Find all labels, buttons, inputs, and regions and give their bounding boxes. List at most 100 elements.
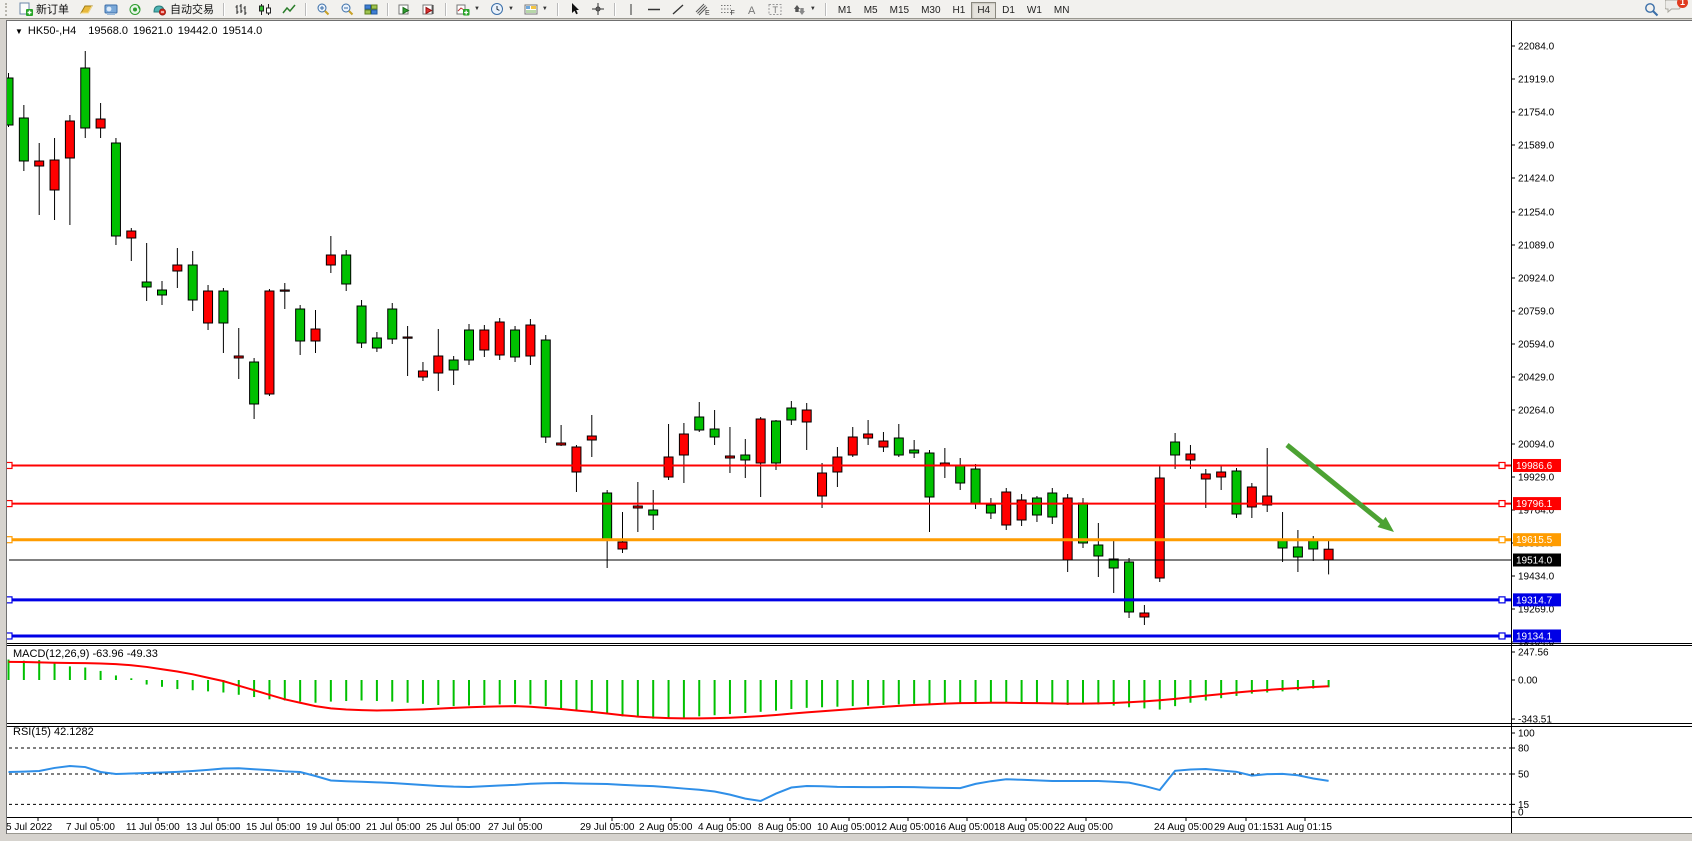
- navigator-button[interactable]: [124, 1, 146, 18]
- timeframe-mn-button[interactable]: MN: [1053, 5, 1070, 16]
- candle: [1001, 488, 1012, 530]
- macd-pane: 247.56 0.00 -343.51 MACD(12,26,9) -63.96 -4…: [7, 648, 1552, 726]
- price-axis[interactable]: 22084.0 21919.0 21754.0 21589.0 21424.0 21254…: [1511, 42, 1555, 649]
- timeframe-h4-button[interactable]: H4: [971, 2, 997, 19]
- level-endpoint-marker[interactable]: [7, 632, 13, 640]
- candle: [464, 324, 474, 365]
- time-tick-label: 12 Aug 05:00: [876, 822, 935, 833]
- candle-body: [556, 442, 567, 446]
- candle-body: [510, 329, 521, 358]
- level-endpoint-marker[interactable]: [1498, 499, 1506, 508]
- arrow-shaft: [1285, 443, 1388, 528]
- candle: [1108, 540, 1119, 593]
- new-order-button[interactable]: 新订单: [15, 0, 73, 19]
- price-level-label: 19986.6: [1513, 458, 1561, 472]
- chat-button[interactable]: 1: [1664, 0, 1688, 19]
- level-endpoint-marker[interactable]: [1498, 632, 1506, 640]
- candle-body: [755, 418, 766, 464]
- level-endpoint-marker[interactable]: [1498, 461, 1506, 470]
- timeframe-m5-button[interactable]: M5: [863, 5, 878, 16]
- horizontal-line-button[interactable]: [643, 1, 665, 18]
- candle: [663, 424, 674, 480]
- candle-body: [1323, 548, 1334, 561]
- price-tick-label: 20924.0: [1518, 274, 1555, 285]
- trend-arrow-annotation[interactable]: [1285, 443, 1394, 532]
- level-endpoint-marker[interactable]: [1498, 596, 1506, 604]
- text-label-button[interactable]: T: [764, 1, 786, 18]
- time-tick-label: 13 Jul 05:00: [186, 822, 241, 833]
- fibonacci-button[interactable]: F: [716, 1, 739, 18]
- market-watch-button[interactable]: [100, 1, 122, 18]
- zoom-out-button[interactable]: [336, 0, 358, 18]
- indicators-button[interactable]: ▼: [452, 1, 484, 18]
- auto-scroll-button[interactable]: [394, 1, 416, 18]
- candle-body: [878, 440, 889, 448]
- tile-windows-button[interactable]: [360, 1, 382, 18]
- zoom-in-button[interactable]: [312, 0, 334, 18]
- crosshair-button[interactable]: [587, 0, 609, 18]
- autotrading-label: 自动交易: [170, 4, 214, 16]
- time-tick-label: 24 Aug 05:00: [1154, 822, 1213, 833]
- candle: [157, 281, 167, 305]
- candle: [771, 420, 781, 470]
- periods-button[interactable]: ▼: [486, 0, 518, 18]
- text-button[interactable]: A: [741, 1, 762, 18]
- candle: [909, 440, 920, 458]
- level-endpoint-marker[interactable]: [7, 536, 13, 544]
- timeframe-group: M1 M5 M15 M30 H1 H4 D1 W1 MN: [832, 0, 1076, 19]
- profile-button[interactable]: [75, 1, 98, 18]
- time-axis[interactable]: 5 Jul 2022 7 Jul 05:00 11 Jul 05:00 13 Jul …: [7, 818, 1332, 833]
- chart-shift-button[interactable]: [418, 1, 440, 18]
- timeframe-h1-button[interactable]: H1: [952, 5, 966, 16]
- timeframe-m30-button[interactable]: M30: [921, 5, 941, 16]
- candle-body: [678, 433, 689, 456]
- chevron-down-icon: ▼: [809, 6, 816, 12]
- time-tick-label: 5 Jul 2022: [7, 822, 53, 833]
- timeframe-w1-button[interactable]: W1: [1026, 5, 1042, 16]
- autotrading-button[interactable]: 自动交易: [148, 0, 218, 19]
- candle-body: [310, 328, 321, 342]
- timeframe-d1-button[interactable]: D1: [1002, 5, 1015, 16]
- svg-text:T: T: [772, 5, 778, 15]
- cursor-button[interactable]: [564, 0, 585, 18]
- candle-body: [172, 264, 183, 272]
- vertical-line-button[interactable]: [621, 1, 641, 18]
- toolbar-separator: [445, 2, 447, 16]
- candle: [80, 51, 91, 138]
- price-level-label: 19615.5: [1513, 533, 1561, 547]
- chart-canvas[interactable]: 22084.0 21919.0 21754.0 21589.0 21424.0 21254…: [7, 21, 1692, 834]
- toolbar-grip[interactable]: [5, 2, 10, 16]
- candle-body: [1108, 558, 1119, 569]
- time-tick-label: 4 Aug 05:00: [698, 822, 752, 833]
- equidistant-channel-button[interactable]: E: [691, 1, 714, 18]
- templates-button[interactable]: ▼: [520, 1, 552, 18]
- level-endpoint-marker[interactable]: [1498, 536, 1506, 544]
- candle-body: [632, 505, 643, 509]
- candle-body: [1231, 470, 1242, 515]
- candlestick-chart-button[interactable]: [254, 1, 276, 18]
- arrows-button[interactable]: ▼: [788, 1, 820, 18]
- level-endpoint-marker[interactable]: [7, 461, 13, 470]
- bar-chart-button[interactable]: [230, 1, 252, 18]
- toolbar-separator: [305, 2, 307, 16]
- level-endpoint-marker[interactable]: [7, 499, 13, 508]
- candle: [801, 403, 812, 450]
- time-tick-label: 16 Aug 05:00: [935, 822, 994, 833]
- time-tick-label: 11 Jul 05:00: [126, 822, 180, 833]
- timeframe-m15-button[interactable]: M15: [889, 5, 910, 16]
- candles: [7, 51, 1334, 625]
- chart-shift-icon: [422, 4, 434, 14]
- line-chart-button[interactable]: [278, 1, 300, 18]
- notification-badge: 1: [1677, 0, 1688, 8]
- text-icon: A: [748, 5, 756, 16]
- level-endpoint-marker[interactable]: [7, 596, 13, 604]
- candle: [878, 432, 889, 452]
- price-tick-label: 22084.0: [1518, 42, 1555, 53]
- trendline-button[interactable]: [667, 1, 689, 18]
- collapse-triangle-icon[interactable]: ▼: [15, 26, 23, 36]
- macd-indicator-label: MACD(12,26,9) -63.96 -49.33: [13, 648, 158, 660]
- price-tick-label: 19434.0: [1518, 572, 1555, 583]
- candle-body: [740, 454, 751, 461]
- search-icon[interactable]: [1644, 2, 1659, 17]
- timeframe-m1-button[interactable]: M1: [837, 5, 852, 16]
